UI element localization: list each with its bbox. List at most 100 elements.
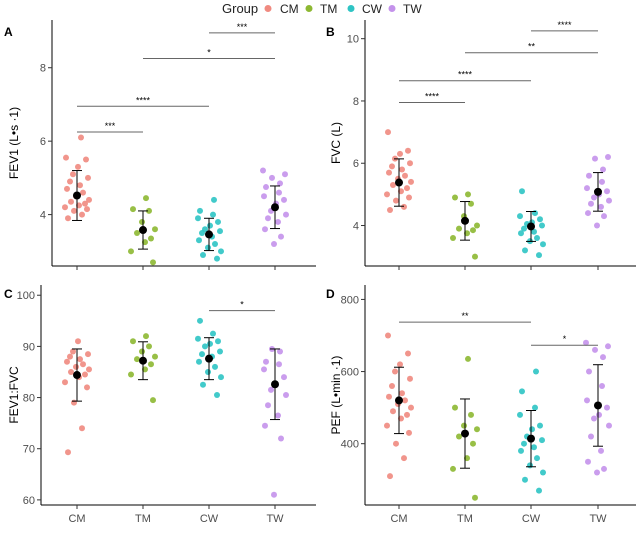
- data-point-d: [456, 433, 462, 440]
- data-point-d: [386, 393, 392, 400]
- data-point-b: [540, 241, 546, 248]
- data-point-c: [84, 384, 90, 391]
- legend-item-tm: TM: [305, 2, 337, 16]
- data-point-d: [584, 397, 590, 404]
- data-point-b: [386, 169, 392, 176]
- y-axis-label-b: FVC (L): [329, 122, 343, 164]
- data-point-d: [390, 408, 396, 415]
- data-point-c: [62, 379, 68, 386]
- data-point-b: [606, 197, 612, 204]
- data-point-c: [205, 368, 211, 375]
- significance-label-d: *: [563, 334, 567, 344]
- mean-point-a: [73, 191, 81, 200]
- data-point-b: [537, 216, 543, 223]
- data-point-b: [470, 227, 476, 234]
- y-tick-label-b: 10: [347, 34, 359, 46]
- y-tick-label-d: 400: [341, 439, 359, 451]
- data-point-a: [84, 206, 90, 213]
- data-point-d: [521, 440, 527, 447]
- data-point-c: [200, 381, 206, 388]
- data-point-d: [605, 343, 611, 350]
- legend-swatch-cm: [264, 5, 272, 12]
- data-point-b: [399, 166, 405, 173]
- data-point-c: [278, 435, 284, 442]
- data-point-d: [522, 476, 528, 483]
- significance-label-c: *: [240, 300, 244, 310]
- data-point-b: [517, 213, 523, 220]
- data-point-a: [275, 218, 281, 225]
- data-point-d: [594, 469, 600, 476]
- mean-point-a: [139, 226, 147, 235]
- data-point-a: [269, 174, 275, 181]
- data-point-d: [532, 404, 538, 411]
- data-point-a: [283, 211, 289, 218]
- significance-label-a: ***: [237, 22, 248, 32]
- y-tick-label-b: 6: [353, 158, 359, 170]
- data-point-c: [71, 399, 77, 406]
- data-point-d: [518, 447, 524, 454]
- data-point-b: [605, 154, 611, 161]
- mean-point-c: [271, 380, 279, 389]
- data-point-d: [399, 390, 405, 397]
- data-point-a: [210, 211, 216, 218]
- data-point-b: [586, 172, 592, 179]
- data-point-a: [146, 207, 152, 214]
- significance-label-a: *: [207, 48, 211, 58]
- data-point-b: [397, 150, 403, 157]
- data-point-d: [402, 397, 408, 404]
- data-point-b: [536, 252, 542, 259]
- data-point-c: [199, 351, 205, 358]
- data-point-c: [139, 348, 145, 355]
- data-point-d: [583, 339, 589, 346]
- y-axis-label-c: FEV1:FVC: [7, 366, 21, 424]
- data-point-a: [281, 196, 287, 203]
- y-tick-label-b: 8: [353, 96, 359, 108]
- legend-label-tw: TW: [403, 2, 422, 16]
- data-point-b: [599, 178, 605, 185]
- y-axis-label-a: FEV1 (L•s ·1): [7, 107, 21, 179]
- data-point-a: [128, 248, 134, 255]
- data-point-b: [450, 234, 456, 241]
- data-point-d: [465, 355, 471, 362]
- data-point-c: [262, 422, 268, 429]
- x-tick-label-d: TM: [457, 513, 473, 525]
- data-point-a: [143, 195, 149, 202]
- data-point-c: [134, 356, 140, 363]
- data-point-b: [472, 253, 478, 260]
- data-point-a: [134, 229, 140, 236]
- data-point-a: [150, 259, 156, 266]
- data-point-a: [260, 167, 266, 174]
- mean-point-d: [527, 434, 535, 443]
- data-point-d: [389, 382, 395, 389]
- data-point-a: [85, 174, 91, 181]
- mean-point-c: [205, 354, 213, 363]
- data-point-d: [601, 465, 607, 472]
- data-point-c: [77, 356, 83, 363]
- significance-label-b: ****: [425, 92, 440, 102]
- data-point-c: [202, 343, 208, 350]
- data-point-d: [401, 455, 407, 462]
- data-point-b: [406, 194, 412, 201]
- data-point-c: [212, 363, 218, 370]
- y-tick-label-a: 8: [40, 63, 46, 75]
- data-point-b: [584, 185, 590, 192]
- data-point-c: [263, 358, 269, 365]
- data-point-d: [599, 382, 605, 389]
- data-point-d: [531, 444, 537, 451]
- legend: Group CM TM CW TW: [222, 1, 422, 16]
- data-point-c: [261, 366, 267, 373]
- x-tick-label-c: TM: [135, 513, 151, 525]
- data-point-a: [276, 189, 282, 196]
- y-tick-label-c: 70: [23, 444, 35, 456]
- data-point-a: [80, 189, 86, 196]
- data-point-a: [215, 218, 221, 225]
- data-point-d: [527, 462, 533, 469]
- x-tick-label-d: CW: [522, 513, 541, 525]
- data-point-d: [604, 404, 610, 411]
- data-point-a: [214, 255, 220, 262]
- data-point-a: [64, 185, 70, 192]
- data-point-a: [67, 178, 73, 185]
- data-point-a: [86, 196, 92, 203]
